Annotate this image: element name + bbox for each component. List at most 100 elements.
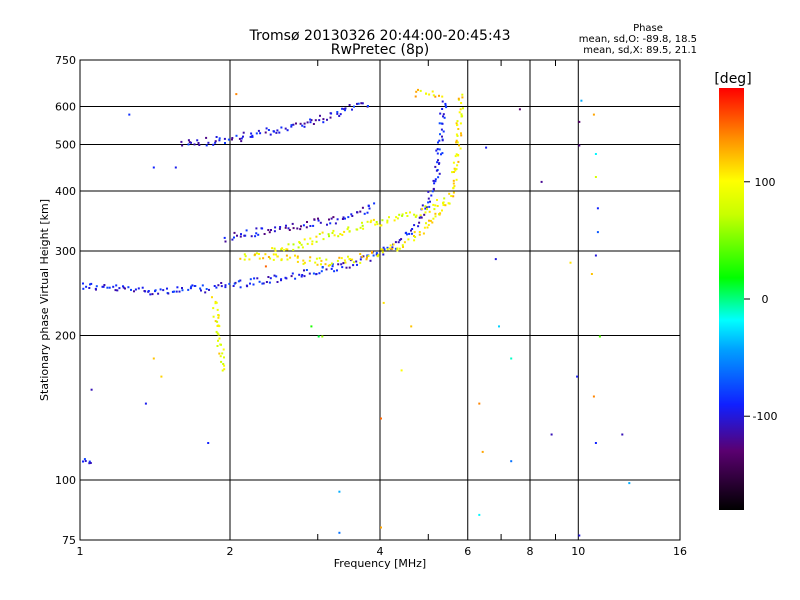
colorbar-tick-label: 0 [762,293,769,306]
echo-point [373,202,376,205]
echo-point [386,248,389,251]
echo-point [427,201,430,204]
echo-point [452,191,455,194]
echo-point [440,153,442,156]
echo-point [338,531,341,534]
echo-point [82,460,84,463]
echo-point [264,253,267,256]
echo-point [257,129,260,132]
echo-point [284,226,287,229]
echo-point [106,286,109,289]
echo-point [187,139,190,142]
echo-point [257,233,260,236]
echo-point [162,289,165,292]
echo-point [460,115,463,118]
echo-point [372,254,375,257]
echo-point [369,221,372,224]
echo-point [219,343,222,346]
echo-point [451,171,454,174]
echo-point [332,229,335,232]
echo-point [353,105,355,108]
echo-point [461,96,464,99]
echo-point [296,256,299,259]
echo-point [356,102,358,105]
echo-point [300,243,303,246]
echo-point [255,227,258,230]
echo-point [174,166,177,169]
echo-point [261,227,264,230]
echo-point [394,247,397,250]
echo-point [224,284,227,287]
echo-point [454,169,457,172]
echo-point [243,234,246,237]
echo-point [453,171,455,173]
echo-point [458,144,460,147]
echo-point [441,139,444,142]
echo-point [425,92,428,95]
y-tick-label: 75 [62,534,76,547]
echo-point [418,216,421,219]
echo-point [400,369,403,372]
echo-point [207,141,210,144]
data-marks [82,88,631,537]
echo-point [411,228,414,230]
echo-point [259,132,262,135]
echo-point [213,285,216,287]
echo-point [578,534,581,537]
echo-point [310,119,313,122]
echo-point [271,247,274,250]
echo-point [336,112,339,115]
echo-point [382,253,385,256]
echo-point [360,102,363,105]
echo-point [432,179,435,182]
echo-point [325,258,328,261]
echo-point [432,94,435,97]
echo-point [434,212,437,215]
echo-point [459,108,462,111]
echo-point [361,102,364,105]
echo-point [205,136,208,139]
echo-point [418,231,421,233]
echo-point [395,216,398,219]
echo-point [380,248,383,251]
y-tick-label: 100 [55,474,76,487]
echo-point [367,255,370,257]
echo-point [461,93,464,96]
echo-point [425,222,427,225]
echo-point [598,335,601,338]
echo-point [457,97,460,100]
echo-point [414,215,417,218]
echo-point [152,166,155,169]
echo-point [315,257,318,260]
echo-point [292,123,295,126]
echo-point [457,98,460,101]
echo-point [423,226,426,229]
echo-point [127,286,130,289]
echo-point [292,243,295,246]
echo-point [438,148,441,151]
echo-point [250,235,253,238]
echo-point [434,178,437,181]
echo-point [314,119,317,122]
echo-point [217,316,220,319]
phase-stats-o-mode: mean, sd,O: -89.8, 18.5 [579,34,697,45]
echo-point [208,288,210,291]
echo-point [341,107,344,110]
echo-point [406,215,409,217]
echo-point [301,246,304,249]
echo-point [292,248,295,251]
echo-point [221,352,224,355]
echo-point [88,462,91,465]
echo-point [242,131,245,134]
echo-point [309,237,312,240]
echo-point [381,219,384,222]
echo-point [286,258,289,261]
echo-point [312,272,315,275]
echo-point [284,127,287,130]
echo-point [291,222,294,225]
echo-point [212,143,215,146]
echo-point [376,223,379,226]
echo-point [447,202,450,205]
echo-point [235,93,238,96]
echo-point [421,204,424,207]
